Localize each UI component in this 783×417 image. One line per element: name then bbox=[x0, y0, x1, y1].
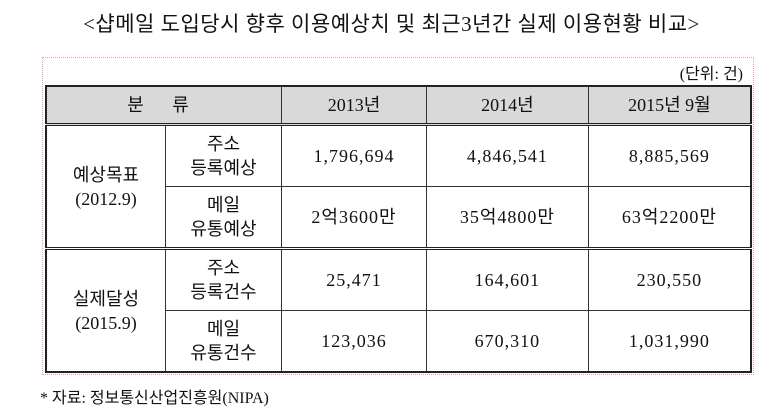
group-label-line: (2015.9) bbox=[75, 312, 137, 333]
value-cell: 164,601 bbox=[425, 247, 589, 311]
header-cell: 2014년 bbox=[425, 85, 589, 126]
title: <샵메일 도입당시 향후 이용예상치 및 최근3년간 실제 이용현황 비교> bbox=[83, 12, 700, 36]
value-cell: 8,885,569 bbox=[587, 124, 752, 187]
table-row: 실제달성 (2015.9) 주소 등록건수 25,471 164,601 230,550 bbox=[45, 247, 752, 373]
header-cell: 2013년 bbox=[281, 85, 427, 126]
value-cell: 230,550 bbox=[587, 247, 752, 311]
row-label-line: 주소 bbox=[206, 134, 241, 154]
value-cell: 1,031,990 bbox=[587, 310, 752, 373]
source-note: * 자료: 정보통신산업진흥원(NIPA) bbox=[40, 390, 269, 407]
table-row: 메일 유통예상 2억3600만 35억4800만 63억2200만 bbox=[46, 186, 752, 249]
value-cell: 4,846,541 bbox=[425, 124, 589, 187]
row-label-line: 등록건수 bbox=[190, 282, 257, 302]
row-label-line: 메일 bbox=[206, 319, 241, 339]
row-label-line: 메일 bbox=[206, 195, 241, 215]
row-label-line: 등록예상 bbox=[190, 158, 257, 178]
table-row: 메일 유통건수 123,036 670,310 1,031,990 bbox=[46, 310, 752, 373]
frame bbox=[42, 57, 754, 375]
group-label-line: 실제달성 bbox=[72, 288, 140, 309]
value-cell: 35억4800만 bbox=[425, 186, 589, 249]
row-label-line: 유통예상 bbox=[190, 219, 257, 239]
group-label-line: (2012.9) bbox=[75, 188, 137, 209]
header-cell: 2015년 9월 bbox=[587, 85, 752, 126]
value-cell: 2억3600만 bbox=[281, 186, 427, 249]
header-cell: 분 류 bbox=[45, 85, 282, 126]
group-label-line: 예상목표 bbox=[72, 164, 140, 185]
value-cell: 123,036 bbox=[281, 310, 427, 373]
group-label: 실제달성 (2015.9) bbox=[45, 247, 166, 373]
value-cell: 1,796,694 bbox=[281, 124, 427, 187]
header-row: 분 류 2013년 2014년 2015년 9월 bbox=[45, 85, 752, 126]
unit-label: (단위: 건) bbox=[679, 66, 743, 83]
value-cell: 63억2200만 bbox=[587, 186, 752, 249]
comparison-table: 분 류 2013년 2014년 2015년 9월 예상목표 (2012.9) 주소 등록예상… bbox=[45, 85, 752, 373]
table-row: 예상목표 (2012.9) 주소 등록예상 1,796,694 4,846,541 8,88… bbox=[45, 124, 752, 249]
row-label-line: 주소 bbox=[206, 258, 241, 278]
row-label-line: 유통건수 bbox=[190, 343, 257, 363]
group-label: 예상목표 (2012.9) bbox=[45, 124, 166, 249]
value-cell: 670,310 bbox=[425, 310, 589, 373]
value-cell: 25,471 bbox=[281, 247, 427, 311]
